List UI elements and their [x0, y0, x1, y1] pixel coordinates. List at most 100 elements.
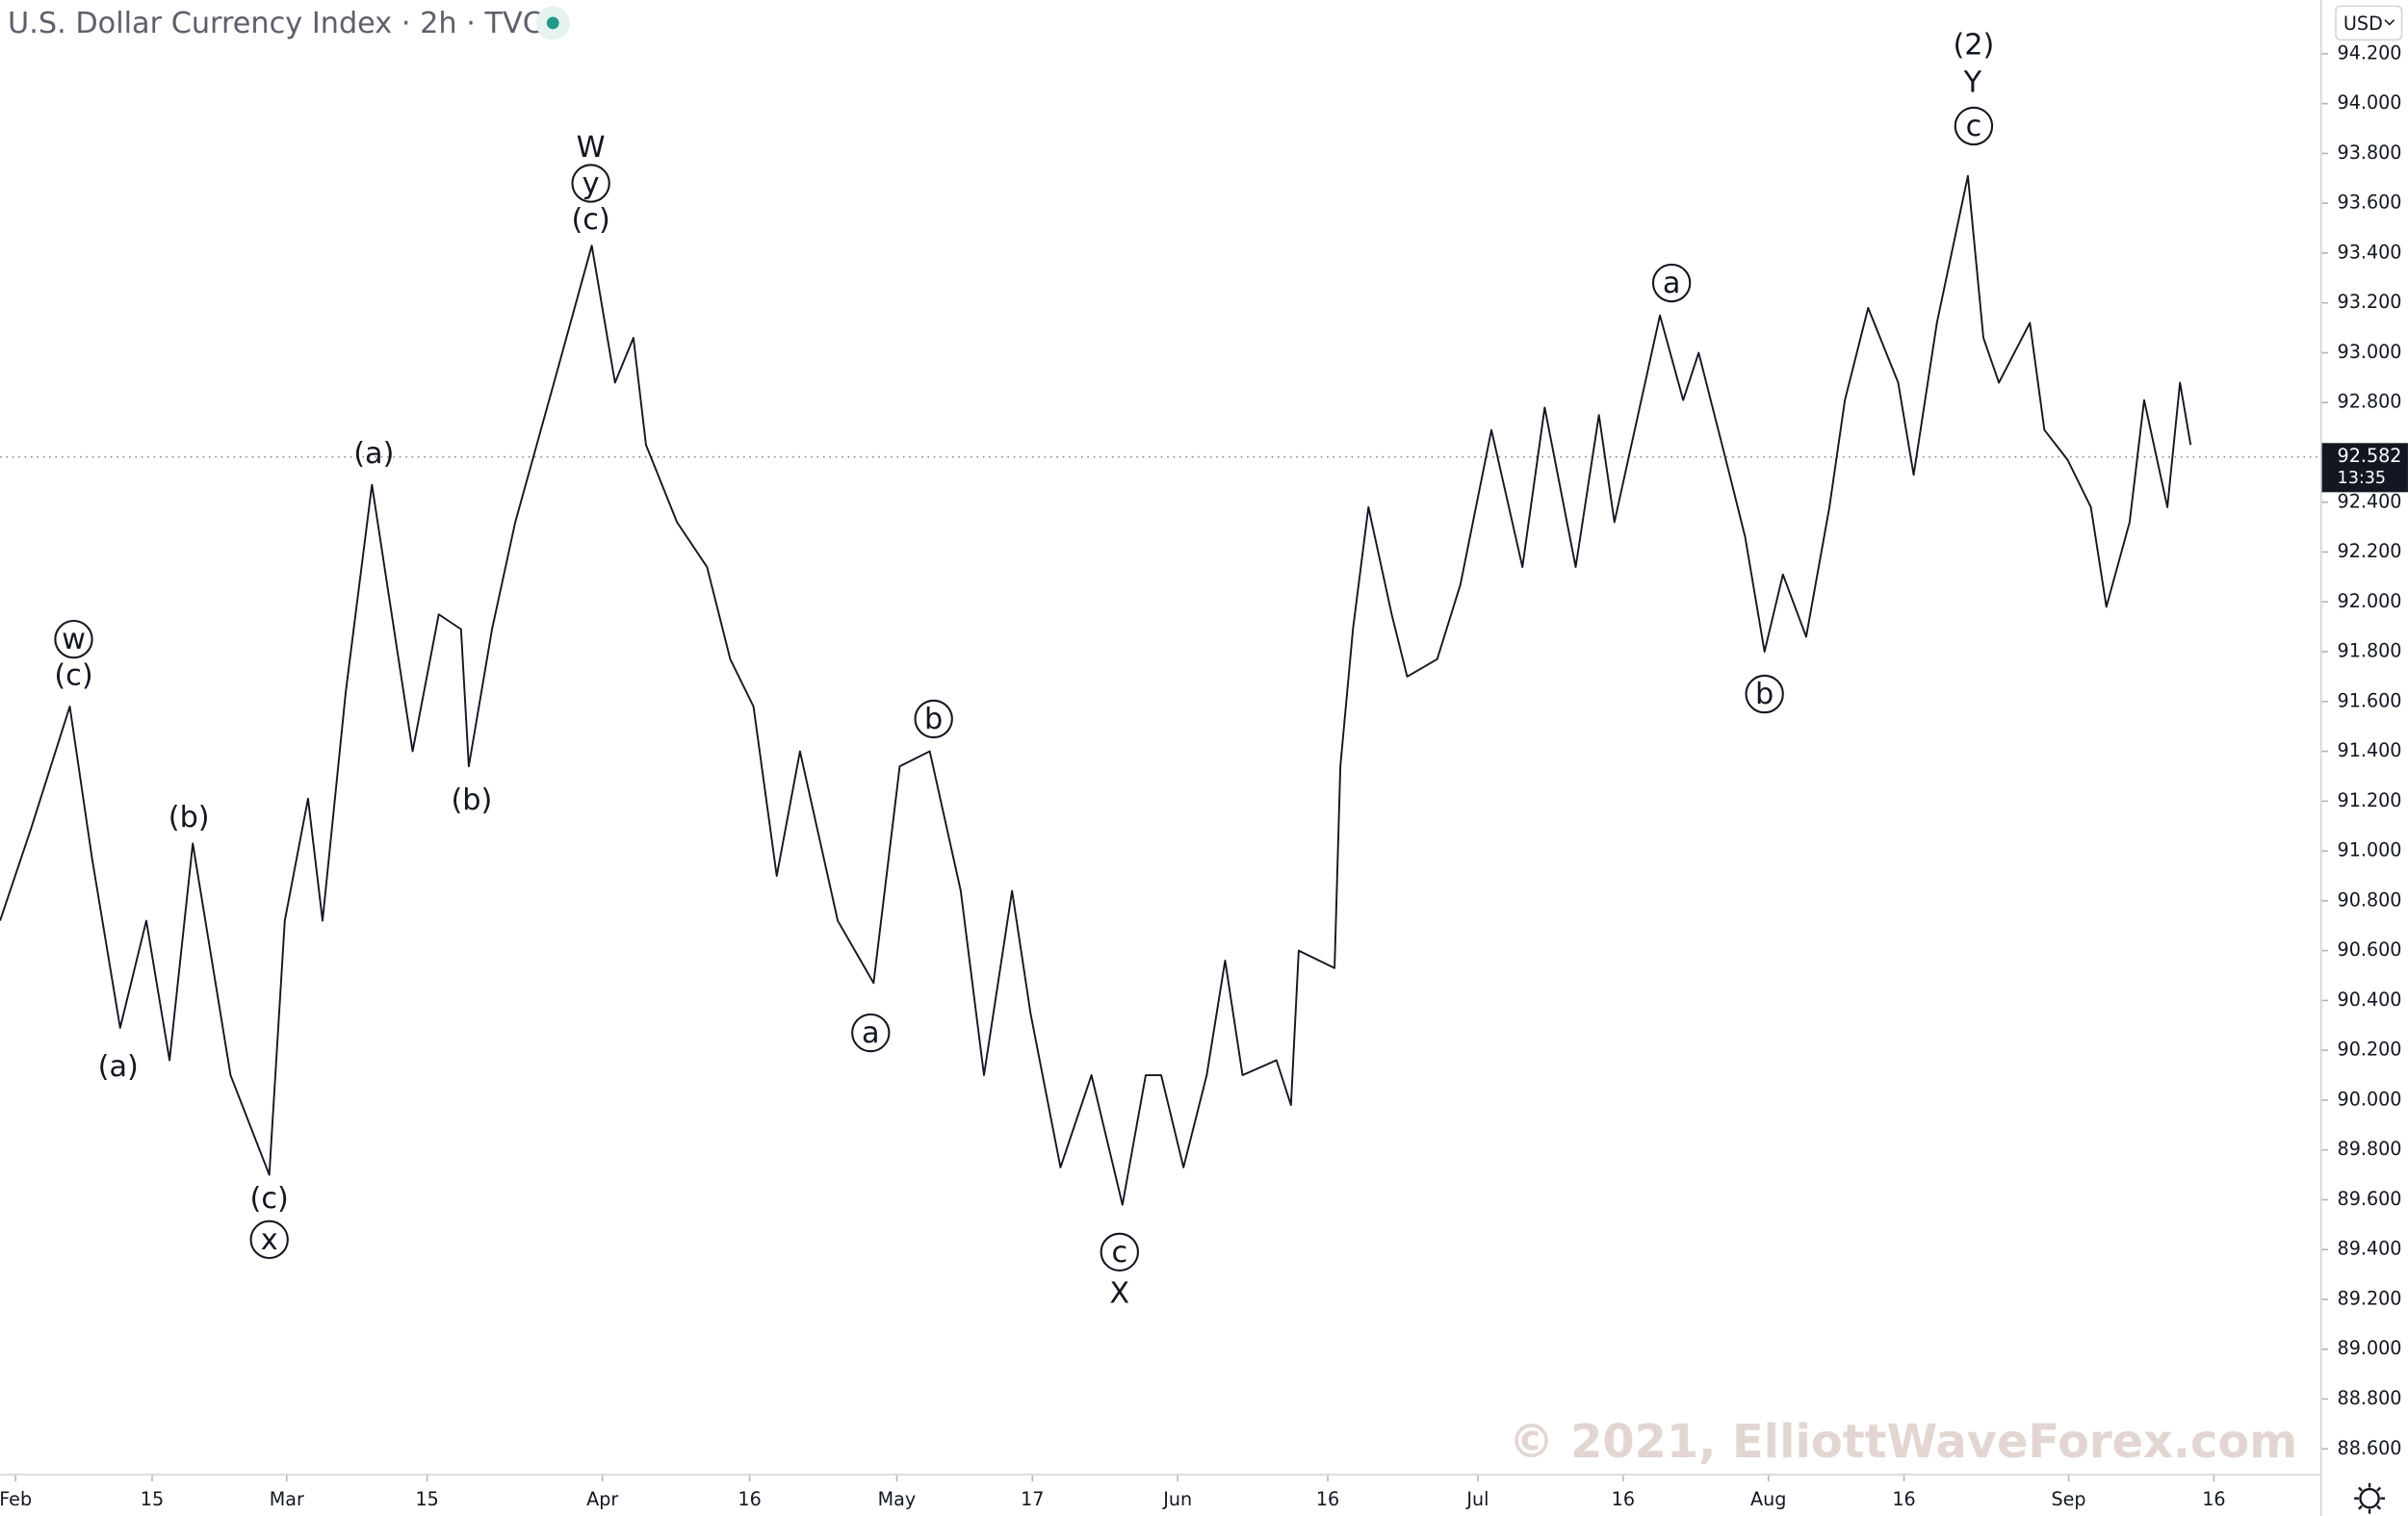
x-tick-label: 16 — [1612, 1488, 1635, 1510]
countdown-label: 13:35 — [2338, 469, 2387, 488]
wave-label-text: w — [62, 623, 86, 656]
y-tick-label: 92.400 — [2338, 490, 2402, 512]
wave-label-text: c — [1111, 1236, 1127, 1270]
wave-label-circle — [249, 1220, 289, 1260]
wave-label: (a) — [98, 1050, 139, 1084]
wave-label-text: (c) — [250, 1182, 289, 1216]
wave-label: (b) — [451, 784, 492, 817]
wave-label-text: Y — [1963, 65, 1982, 99]
x-tick-label: 16 — [1892, 1488, 1915, 1510]
wave-label-text: (c) — [571, 203, 609, 237]
wave-label-circle — [571, 164, 610, 203]
wave-label-circle — [1954, 106, 1994, 146]
wave-label: a — [851, 1013, 891, 1053]
y-tick-label: 88.800 — [2338, 1387, 2402, 1409]
y-tick-label: 93.800 — [2338, 141, 2402, 164]
wave-label: Y — [1963, 65, 1982, 99]
x-tick-label: 16 — [2202, 1488, 2225, 1510]
x-tick-label: 16 — [1316, 1488, 1339, 1510]
y-tick-label: 93.400 — [2338, 241, 2402, 263]
wave-label: c — [1954, 106, 1994, 146]
x-tick-label: Mar — [270, 1488, 304, 1510]
wave-label: y — [571, 164, 610, 203]
x-tick-label: Sep — [2051, 1488, 2085, 1510]
wave-label: b — [1745, 674, 1784, 714]
wave-label-circle — [914, 699, 953, 739]
y-tick-label: 92.200 — [2338, 540, 2402, 562]
y-tick-label: 93.000 — [2338, 341, 2402, 363]
wave-label: (c) — [250, 1182, 289, 1216]
y-tick-label: 91.000 — [2338, 839, 2402, 861]
y-tick-label: 91.200 — [2338, 789, 2402, 811]
wave-label: w — [54, 619, 93, 659]
wave-label: X — [1109, 1276, 1129, 1310]
x-tick-label: Jun — [1162, 1488, 1192, 1510]
x-tick-label: 15 — [141, 1488, 164, 1510]
x-tick-label: Jul — [1465, 1488, 1489, 1510]
wave-label: W — [577, 131, 606, 165]
wave-label: (b) — [168, 801, 210, 835]
y-tick-label: 89.200 — [2338, 1287, 2402, 1309]
last-price-box — [2321, 443, 2408, 493]
wave-label-circle — [54, 619, 93, 659]
wave-label: (a) — [353, 437, 394, 471]
wave-label-text: (a) — [353, 437, 394, 471]
currency-button[interactable] — [2335, 5, 2403, 41]
wave-label-text: (c) — [54, 658, 92, 692]
wave-label-text: y — [583, 167, 600, 201]
status-dot — [546, 16, 559, 30]
wave-label-text: c — [1966, 110, 1982, 143]
y-tick-label: 90.200 — [2338, 1039, 2402, 1061]
watermark: © 2021, ElliottWaveForex.com — [1509, 1416, 2297, 1469]
wave-label-text: x — [261, 1223, 278, 1257]
y-tick-label: 91.400 — [2338, 739, 2402, 761]
y-tick-label: 91.800 — [2338, 640, 2402, 662]
wave-label: (c) — [54, 658, 92, 692]
wave-label-text: W — [577, 131, 606, 165]
x-tick-label: Apr — [586, 1488, 618, 1510]
y-tick-label: 93.600 — [2338, 192, 2402, 214]
y-tick-label: 93.200 — [2338, 291, 2402, 313]
y-tick-label: 89.600 — [2338, 1188, 2402, 1210]
x-tick-label: Feb — [0, 1488, 32, 1510]
wave-label-text: b — [924, 703, 943, 736]
last-price-label: 92.582 — [2338, 445, 2402, 467]
wave-label-text: a — [1663, 267, 1681, 300]
wave-label: b — [914, 699, 953, 739]
y-tick-label: 88.600 — [2338, 1437, 2402, 1459]
currency-caret[interactable] — [2384, 19, 2395, 26]
y-tick-label: 92.800 — [2338, 391, 2402, 413]
y-tick-label: 90.000 — [2338, 1088, 2402, 1110]
chart-title: U.S. Dollar Currency Index · 2h · TVC — [8, 7, 543, 40]
x-tick-label: 16 — [738, 1488, 761, 1510]
x-tick-label: 17 — [1021, 1488, 1044, 1510]
wave-label-text: a — [862, 1016, 880, 1050]
wave-label: c — [1100, 1232, 1139, 1272]
wave-label-text: (b) — [168, 801, 210, 835]
wave-label-circle — [1745, 674, 1784, 714]
wave-label-circle — [851, 1013, 891, 1053]
y-tick-label: 89.000 — [2338, 1337, 2402, 1359]
y-tick-label: 94.200 — [2338, 41, 2402, 64]
y-tick-label: 90.600 — [2338, 938, 2402, 961]
wave-label-text: (2) — [1953, 29, 1994, 63]
x-tick-label: Aug — [1750, 1488, 1786, 1510]
wave-label-text: X — [1109, 1276, 1129, 1310]
x-tick-label: May — [878, 1488, 917, 1510]
wave-label: (2) — [1953, 29, 1994, 63]
wave-label: (c) — [571, 203, 609, 237]
wave-label-text: (b) — [451, 784, 492, 817]
wave-label-circle — [1100, 1232, 1139, 1272]
price-line — [0, 174, 2192, 1206]
settings-ring[interactable] — [2359, 1487, 2380, 1509]
y-tick-label: 94.000 — [2338, 91, 2402, 114]
wave-label-circle — [1651, 263, 1692, 303]
wave-label: x — [249, 1220, 289, 1260]
wave-label-text: b — [1755, 678, 1774, 711]
currency-label[interactable]: USD — [2343, 13, 2383, 35]
y-tick-label: 90.400 — [2338, 989, 2402, 1011]
wave-label: a — [1651, 263, 1692, 303]
